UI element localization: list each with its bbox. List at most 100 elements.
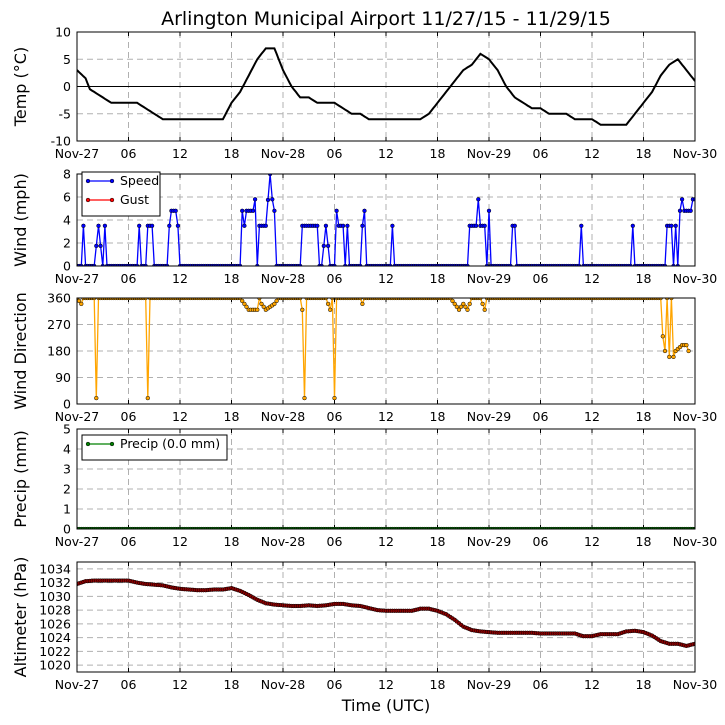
x-tick-label: 12	[172, 534, 188, 549]
data-point	[328, 307, 333, 312]
x-tick-label: 18	[636, 409, 652, 424]
legend: Precip (0.0 mm)	[81, 434, 228, 461]
x-tick-label: Nov-29	[467, 146, 512, 161]
data-point	[175, 223, 181, 228]
data-point	[482, 307, 487, 312]
x-tick-label: 12	[172, 146, 188, 161]
y-tick-label: 6	[63, 190, 71, 205]
x-tick-label: 18	[224, 146, 240, 161]
x-tick-label: 06	[327, 677, 343, 692]
x-tick-label: 06	[533, 146, 549, 161]
data-point	[345, 223, 350, 228]
data-point	[660, 334, 665, 339]
data-point	[662, 348, 668, 354]
data-point	[461, 301, 466, 307]
legend-frame	[81, 434, 228, 461]
y-tick-label: 5	[63, 422, 71, 437]
data-point	[360, 301, 365, 307]
data-point	[79, 301, 84, 307]
data-point	[325, 301, 331, 307]
x-tick-label: 06	[533, 409, 549, 424]
x-tick-label: 06	[327, 409, 343, 424]
x-axis-label: Time (UTC)	[341, 696, 430, 715]
data-point	[512, 223, 517, 228]
x-tick-label: Nov-28	[261, 271, 306, 286]
y-tick-label: 0	[63, 79, 71, 94]
data-point	[173, 208, 178, 213]
data-point	[98, 243, 103, 249]
data-point	[321, 243, 326, 249]
data-point	[102, 223, 108, 228]
x-tick-label: Nov-27	[55, 409, 99, 424]
x-tick-label: 18	[224, 534, 240, 549]
y-tick-label: 2	[63, 236, 71, 251]
data-point	[167, 223, 172, 228]
data-point	[688, 208, 693, 213]
chart-title: Arlington Municipal Airport 11/27/15 - 1…	[161, 8, 611, 30]
data-point	[456, 307, 462, 312]
series-line	[77, 47, 695, 126]
x-tick-label: Nov-28	[261, 534, 306, 549]
data-point	[465, 307, 470, 312]
y-tick-label: 3	[63, 462, 71, 477]
data-point	[265, 197, 271, 203]
y-tick-label: 360	[47, 291, 71, 306]
legend-entry-label: Speed	[120, 173, 159, 188]
data-point	[673, 223, 678, 228]
x-tick-label: Nov-27	[55, 271, 99, 286]
data-point	[486, 208, 492, 213]
data-point	[242, 223, 247, 228]
data-point	[454, 304, 459, 309]
data-point	[467, 301, 472, 307]
data-point	[240, 298, 245, 304]
x-tick-label: 12	[172, 677, 188, 692]
x-tick-label: Nov-28	[261, 409, 306, 424]
data-point	[390, 223, 395, 228]
x-tick-label: 18	[224, 271, 240, 286]
legend: Speed Gust	[81, 171, 161, 217]
y-tick-label: 0	[63, 522, 71, 537]
data-point	[579, 223, 584, 228]
x-tick-label: 06	[121, 146, 137, 161]
x-tick-label: Nov-28	[261, 677, 306, 692]
y-tick-label: 1028	[39, 603, 71, 618]
x-tick-label: Nov-29	[467, 677, 512, 692]
x-tick-label: 06	[121, 409, 137, 424]
axes-frame	[76, 428, 696, 530]
data-point	[362, 208, 367, 213]
x-tick-label: Nov-30	[673, 677, 718, 692]
y-axis-label: Temp (°C)	[11, 47, 30, 127]
y-tick-label: -10	[51, 134, 71, 149]
y-tick-label: -5	[59, 106, 71, 121]
x-tick-label: Nov-30	[673, 534, 718, 549]
y-tick-label: 180	[47, 344, 71, 359]
x-tick-label: Nov-29	[467, 409, 512, 424]
y-tick-label: 4	[63, 213, 71, 228]
x-tick-label: 18	[430, 271, 446, 286]
data-point	[300, 307, 305, 312]
x-tick-label: 06	[533, 677, 549, 692]
x-tick-label: 12	[378, 409, 394, 424]
legend-swatch-marker	[85, 441, 91, 447]
data-point	[630, 223, 635, 228]
y-tick-label: 4	[63, 442, 71, 457]
x-tick-label: 18	[636, 271, 652, 286]
x-tick-label: 18	[430, 409, 446, 424]
x-tick-label: 06	[327, 271, 343, 286]
x-tick-label: 06	[533, 271, 549, 286]
data-point	[261, 304, 266, 309]
y-axis-label: Wind Direction	[11, 292, 30, 410]
y-tick-label: 5	[63, 52, 71, 67]
y-tick-label: 1020	[39, 658, 71, 673]
legend-entry-label: Gust	[120, 192, 149, 207]
data-point	[315, 223, 320, 228]
data-point	[671, 354, 676, 360]
data-point	[274, 298, 279, 304]
data-point	[480, 301, 485, 307]
panel-temp: -10 -5 0 5 10 Nov-27 06 12 18 Nov-28 06 12 18 Nov-29 0…	[11, 25, 717, 162]
legend-swatch-marker	[109, 178, 115, 184]
x-tick-label: 12	[584, 409, 600, 424]
